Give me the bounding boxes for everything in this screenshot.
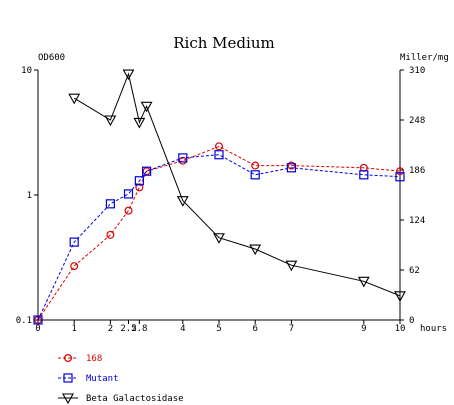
data-point bbox=[69, 237, 79, 247]
right-tick-label: 124 bbox=[409, 216, 425, 226]
series-line bbox=[37, 154, 401, 321]
legend-marker bbox=[62, 393, 74, 405]
data-point bbox=[105, 199, 116, 209]
x-tick-label: 0 bbox=[35, 324, 40, 334]
series-layer bbox=[33, 69, 406, 325]
data-point bbox=[70, 262, 79, 271]
data-point bbox=[357, 276, 370, 288]
right-tick-label: 310 bbox=[409, 66, 425, 76]
legend-marker bbox=[63, 373, 73, 383]
data-point bbox=[134, 176, 144, 186]
x-tick-label: 7 bbox=[289, 324, 294, 334]
data-point bbox=[213, 233, 225, 244]
legend-entry-label: 168 bbox=[86, 354, 102, 364]
x-tick-label: 2 bbox=[108, 324, 113, 334]
data-point bbox=[285, 260, 298, 272]
x-tick-label: 4 bbox=[180, 324, 185, 334]
left-tick-label: 1 bbox=[27, 191, 32, 201]
data-point bbox=[394, 291, 406, 302]
data-point bbox=[124, 206, 133, 215]
data-point bbox=[33, 315, 43, 325]
right-tick-label: 248 bbox=[409, 116, 425, 126]
data-point bbox=[251, 161, 260, 170]
data-point bbox=[214, 150, 224, 160]
legend-marker bbox=[63, 354, 72, 363]
data-point bbox=[68, 93, 81, 105]
data-point bbox=[104, 115, 117, 127]
series-beta-galactosidase bbox=[68, 69, 406, 302]
data-point bbox=[178, 153, 188, 163]
right-tick-label: 186 bbox=[409, 166, 425, 176]
left-axis-label: OD600 bbox=[38, 53, 65, 63]
data-point bbox=[122, 69, 135, 81]
series-mutant bbox=[33, 150, 405, 325]
data-point bbox=[287, 161, 296, 170]
data-point bbox=[359, 170, 369, 180]
right-axis-label: Miller/mg bbox=[400, 53, 449, 63]
x-tick-label: 10 bbox=[395, 324, 406, 334]
data-point bbox=[249, 244, 262, 256]
left-tick-label: 10 bbox=[21, 66, 32, 76]
data-point bbox=[176, 196, 189, 207]
x-tick-label: 1 bbox=[71, 324, 76, 334]
legend: 168 Mutant Beta Galactosidase bbox=[58, 354, 184, 405]
chart-title: Rich Medium bbox=[173, 34, 274, 52]
data-point bbox=[396, 167, 405, 176]
data-point bbox=[106, 230, 115, 239]
data-point bbox=[215, 142, 224, 151]
legend-entry-label: Mutant bbox=[86, 374, 119, 384]
x-tick-label: 2.8 bbox=[131, 324, 147, 334]
data-point bbox=[250, 170, 260, 180]
x-tick-label: 2.5 bbox=[120, 324, 136, 334]
data-point bbox=[133, 117, 146, 129]
data-point bbox=[142, 166, 152, 176]
x-tick-label: 9 bbox=[361, 324, 366, 334]
left-tick-label: 0.1 bbox=[16, 316, 32, 326]
right-tick-label: 62 bbox=[409, 266, 420, 276]
data-point bbox=[123, 189, 134, 199]
data-point bbox=[286, 163, 296, 173]
x-axis-label: hours bbox=[420, 324, 447, 334]
series-168 bbox=[33, 142, 405, 325]
x-tick-label: 6 bbox=[252, 324, 257, 334]
data-point bbox=[135, 183, 144, 192]
legend-entry-label: Beta Galactosidase bbox=[86, 394, 184, 404]
series-line bbox=[37, 145, 401, 321]
data-point bbox=[395, 172, 405, 182]
x-tick-label: 5 bbox=[216, 324, 221, 334]
data-point bbox=[140, 101, 153, 113]
right-tick-label: 0 bbox=[409, 316, 414, 326]
series-line bbox=[73, 72, 401, 297]
